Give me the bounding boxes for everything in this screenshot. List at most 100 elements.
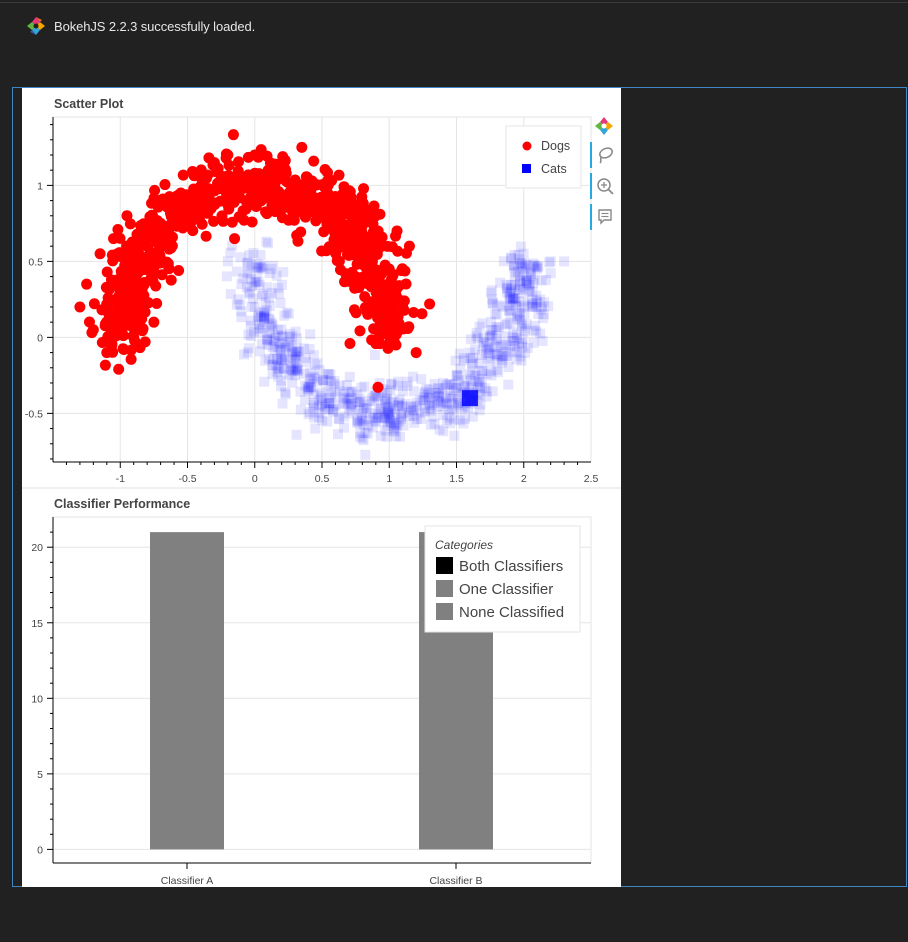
cats-point [314, 365, 325, 376]
cats-point [267, 341, 278, 352]
cats-point [478, 332, 489, 343]
dogs-point [182, 195, 193, 207]
cats-point [449, 430, 460, 441]
dogs-point [134, 342, 146, 354]
plot-panel: Scatter Plot -1 -0.5 0 0.5 1 1.5 2 2.5 -0.5 0 0.5… [22, 88, 621, 887]
cats-point [308, 397, 319, 408]
cats-point [276, 375, 287, 386]
cats-point [308, 399, 319, 410]
cats-point [505, 295, 516, 306]
cats-point [344, 371, 355, 382]
lasso-select-tool[interactable] [590, 142, 618, 168]
cats-point [383, 413, 394, 424]
cats-point [236, 312, 247, 323]
cats-point [484, 332, 495, 343]
cats-point [441, 415, 452, 426]
dogs-point [155, 217, 167, 229]
cats-point [480, 383, 491, 394]
cats-point [395, 431, 406, 442]
cats-point [263, 353, 274, 364]
cats-point [267, 335, 278, 346]
cats-point [416, 374, 427, 385]
dogs-point [299, 202, 311, 214]
dogs-point [329, 210, 341, 222]
cats-point [369, 390, 380, 401]
cats-point [304, 374, 315, 385]
cats-point [491, 309, 502, 320]
scatter-y-tick-label: 0 [37, 332, 43, 344]
dogs-point [331, 239, 343, 251]
cats-point [507, 335, 518, 346]
dogs-point [344, 186, 356, 198]
dogs-point [131, 306, 143, 318]
cats-point [486, 294, 497, 305]
cats-point [510, 347, 521, 358]
toolbar-logo[interactable] [591, 113, 617, 139]
cats-point [458, 418, 469, 429]
cats-point [528, 258, 539, 269]
cats-point [323, 369, 334, 380]
bar-y-tick-label: 5 [37, 769, 43, 781]
cats-point [278, 267, 289, 278]
cats-point [537, 301, 548, 312]
cats-point [521, 276, 532, 287]
cats-point [352, 397, 363, 408]
cats-point [498, 256, 509, 267]
hover-tool[interactable] [590, 204, 618, 230]
cats-point [522, 342, 533, 353]
cats-point [355, 396, 366, 407]
cats-point [305, 382, 316, 393]
wheel-zoom-tool[interactable] [590, 173, 618, 199]
bar-chart[interactable]: Classifier Performance Classifier A Class… [31, 497, 592, 887]
scatter-x-tick-label: -1 [116, 473, 125, 485]
cats-point [471, 370, 482, 381]
cats-point [381, 431, 392, 442]
cats-point [487, 285, 498, 296]
cats-point [496, 357, 507, 368]
cats-point [527, 287, 538, 298]
cats-point [527, 294, 538, 305]
cats-point [255, 307, 266, 318]
cats-point [276, 354, 287, 365]
scatter-x-tick-label: -0.5 [178, 473, 196, 485]
cats-point [379, 413, 390, 424]
dogs-point [222, 149, 234, 161]
cats-point [290, 326, 301, 337]
cats-point [527, 301, 538, 312]
cats-point [379, 396, 390, 407]
cats-point [501, 279, 512, 290]
bar-y-tick-label: 10 [31, 693, 43, 705]
cats-point [369, 412, 380, 423]
cats-point [320, 404, 331, 415]
cats-point [287, 377, 298, 388]
bar-title: Classifier Performance [54, 497, 190, 511]
cats-point [291, 351, 302, 362]
cats-point [376, 387, 387, 398]
dogs-point [136, 325, 148, 337]
cats-point [516, 338, 527, 349]
scatter-plot[interactable]: Scatter Plot -1 -0.5 0 0.5 1 1.5 2 2.5 -0.5 0 0.5… [25, 97, 599, 485]
cats-point [483, 344, 494, 355]
cats-point [454, 400, 465, 411]
cats-point [308, 402, 319, 413]
cats-point [267, 359, 278, 370]
dogs-point [370, 278, 382, 290]
cats-point [393, 400, 404, 411]
cats-point [381, 394, 392, 405]
cats-point [511, 300, 522, 311]
cats-point [263, 292, 274, 303]
cats-point [502, 283, 513, 294]
cats-point [519, 309, 530, 320]
cats-point [305, 367, 316, 378]
cats-point [506, 283, 517, 294]
cats-point [245, 315, 256, 326]
cats-point [303, 382, 314, 393]
cats-point [516, 318, 527, 329]
cats-point [509, 341, 520, 352]
dogs-point [81, 278, 93, 290]
banner-text: BokehJS 2.2.3 successfully loaded. [54, 18, 256, 34]
cats-point [235, 252, 246, 263]
cats-point [288, 360, 299, 371]
dogs-point [276, 157, 288, 169]
cats-point [505, 340, 516, 351]
